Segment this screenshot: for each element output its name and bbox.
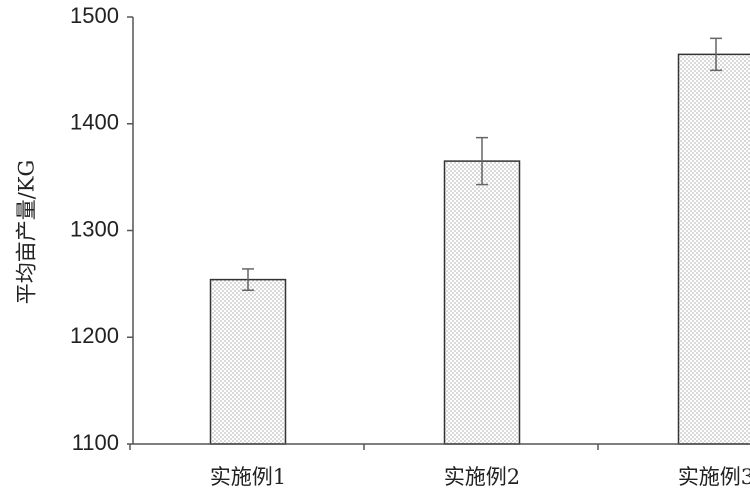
y-tick-label: 1100	[72, 430, 119, 455]
bar	[443, 160, 521, 445]
x-tick-label: 实施例1	[210, 465, 286, 489]
x-tick-label: 实施例3	[678, 465, 750, 489]
bars-group	[209, 53, 750, 445]
y-tick-label: 1400	[70, 110, 119, 135]
x-tick-label: 实施例2	[444, 465, 520, 489]
y-axis-title: 平均亩产量/KG	[15, 160, 39, 305]
y-axis-ticks: 1100 1200 1300 1400 1500	[70, 3, 133, 455]
bar	[677, 53, 750, 445]
x-axis-ticks: 实施例1 实施例2 实施例3	[129, 444, 750, 489]
bar	[209, 278, 287, 445]
y-tick-label: 1500	[70, 3, 119, 28]
y-tick-label: 1300	[70, 216, 119, 241]
error-bars-group	[242, 37, 722, 292]
y-tick-label: 1200	[70, 323, 119, 348]
